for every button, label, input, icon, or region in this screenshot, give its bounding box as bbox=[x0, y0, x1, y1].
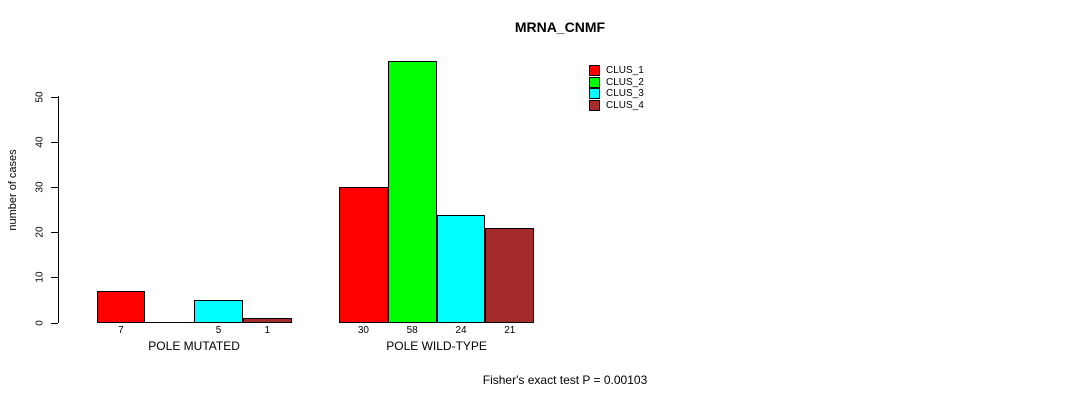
bar-clus-3 bbox=[436, 214, 486, 323]
bar-value-label: 30 bbox=[357, 325, 369, 336]
legend-item: CLUS_3 bbox=[589, 88, 644, 100]
y-axis-line bbox=[58, 96, 59, 323]
legend-item: CLUS_4 bbox=[589, 99, 644, 112]
legend-swatch-clus-4 bbox=[589, 99, 600, 111]
legend-swatch-clus-1 bbox=[589, 65, 600, 77]
y-axis-tick bbox=[51, 96, 58, 98]
y-axis-tick-label: 30 bbox=[34, 181, 46, 193]
y-axis-label: number of cases bbox=[7, 149, 19, 231]
x-axis-category-label: POLE WILD-TYPE bbox=[386, 339, 487, 353]
y-axis-tick bbox=[51, 186, 58, 188]
legend-swatch-clus-2 bbox=[589, 76, 600, 88]
bar-clus-3 bbox=[194, 300, 243, 323]
x-axis-category-label: POLE MUTATED bbox=[148, 339, 240, 353]
y-axis-tick-label: 0 bbox=[34, 319, 46, 326]
legend-label-clus-4: CLUS_4 bbox=[606, 99, 644, 111]
legend-swatch-clus-3 bbox=[589, 88, 600, 100]
bar-value-label: 24 bbox=[455, 325, 467, 336]
bar-clus-4 bbox=[242, 318, 292, 323]
legend-item: CLUS_1 bbox=[589, 65, 644, 77]
y-axis-tick bbox=[51, 232, 58, 234]
bar-clus-1 bbox=[339, 187, 388, 323]
y-axis-tick bbox=[51, 322, 58, 324]
y-axis-tick bbox=[51, 141, 58, 143]
bar-value-label: 1 bbox=[264, 325, 271, 336]
bar-value-label: 7 bbox=[118, 325, 124, 336]
chart-title: MRNA_CNMF bbox=[514, 19, 606, 35]
y-axis-tick bbox=[51, 277, 58, 279]
legend-label-clus-1: CLUS_1 bbox=[606, 65, 644, 77]
y-axis-tick-label: 10 bbox=[34, 271, 46, 283]
legend-label-clus-2: CLUS_2 bbox=[606, 76, 644, 88]
bar-clus-1 bbox=[96, 291, 146, 323]
bar-clus-2 bbox=[387, 60, 437, 323]
legend: CLUS_1 CLUS_2 CLUS_3 CLUS_4 bbox=[589, 65, 644, 111]
y-axis-tick-label: 40 bbox=[34, 136, 46, 148]
bar-clus-2 bbox=[145, 322, 195, 323]
bar-value-label: 21 bbox=[504, 325, 516, 336]
bar-clus-4 bbox=[485, 228, 535, 323]
y-axis-tick-label: 20 bbox=[34, 226, 46, 238]
annotation-text: Fisher's exact test P = 0.00103 bbox=[482, 373, 648, 387]
bar-value-label: 58 bbox=[406, 325, 418, 336]
bar-value-label: 5 bbox=[215, 325, 222, 336]
y-axis-tick-label: 50 bbox=[34, 90, 46, 103]
legend-item: CLUS_2 bbox=[589, 76, 644, 89]
legend-label-clus-3: CLUS_3 bbox=[606, 88, 644, 100]
